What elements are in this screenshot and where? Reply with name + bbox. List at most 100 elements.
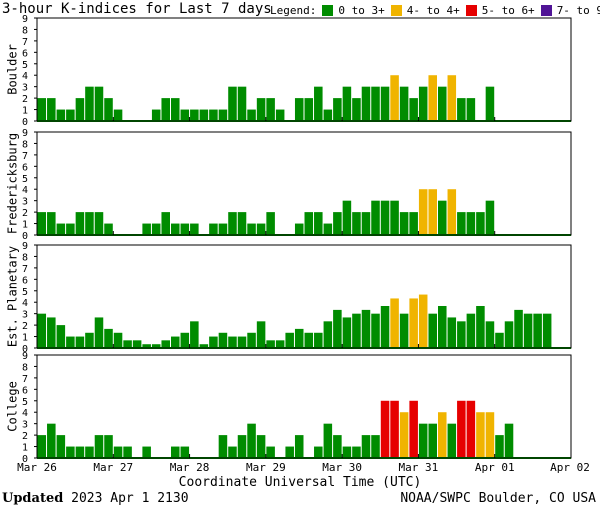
k-index-bar <box>438 86 447 121</box>
k-index-bar <box>390 75 399 121</box>
panel-frame <box>36 17 572 122</box>
k-index-bar <box>37 212 47 235</box>
k-index-bar <box>237 212 247 235</box>
legend-item-label: 4- to 4+ <box>406 4 460 17</box>
k-index-bar <box>428 423 437 458</box>
k-index-bar <box>380 305 390 348</box>
k-index-bar <box>66 223 75 235</box>
k-index-bar <box>523 313 533 348</box>
y-tick-label: 9 <box>22 351 28 362</box>
x-tick-label: Mar 29 <box>246 461 286 474</box>
k-index-bar <box>113 446 123 458</box>
k-index-bar <box>104 98 113 121</box>
k-index-bar <box>247 223 256 235</box>
k-index-bar <box>85 212 94 235</box>
panel-ylabel: Est. Planetary <box>6 246 20 347</box>
k-index-bar <box>361 435 371 458</box>
legend-item-green: 0 to 3+ <box>322 4 385 17</box>
k-index-bar <box>495 332 504 348</box>
k-index-bar <box>399 313 409 348</box>
k-index-bar <box>47 98 56 121</box>
legend-item-red: 5- to 6+ <box>465 4 535 17</box>
k-index-bar <box>285 332 294 348</box>
k-index-bar <box>485 412 495 458</box>
k-index-bar <box>447 423 457 458</box>
k-index-bar <box>352 98 361 121</box>
y-tick-label: 8 <box>22 252 28 263</box>
k-index-bar <box>533 313 542 348</box>
k-index-bar <box>94 435 104 458</box>
k-index-bar <box>161 340 170 348</box>
k-index-bar <box>428 75 437 121</box>
k-index-bar <box>447 75 457 121</box>
k-index-bar <box>132 340 142 348</box>
k-index-bar <box>218 435 228 458</box>
k-index-bar <box>94 212 104 235</box>
k-index-bar <box>504 423 514 458</box>
k-index-bar <box>323 223 333 235</box>
k-index-bar <box>409 400 418 458</box>
k-index-bar <box>190 109 199 121</box>
k-index-bar <box>371 435 380 458</box>
k-index-bar <box>314 446 323 458</box>
y-tick-label: 4 <box>22 71 28 82</box>
y-tick-label: 2 <box>22 321 28 332</box>
k-index-bar <box>218 332 228 348</box>
y-tick-label: 8 <box>22 139 28 150</box>
y-tick-label: 5 <box>22 287 28 298</box>
k-index-bar <box>342 86 352 121</box>
k-index-bar <box>123 446 132 458</box>
y-tick-label: 1 <box>22 443 28 454</box>
k-index-bar <box>438 305 447 348</box>
k-index-bar <box>171 223 180 235</box>
k-index-bar <box>476 212 485 235</box>
k-index-bar <box>94 86 104 121</box>
k-index-bar <box>75 336 85 348</box>
k-index-bar <box>256 98 266 121</box>
k-index-bar <box>304 98 314 121</box>
k-index-bar <box>151 223 161 235</box>
y-tick-label: 3 <box>22 310 28 321</box>
k-index-bar <box>457 98 466 121</box>
k-index-bar <box>247 109 256 121</box>
k-index-bar <box>275 340 285 348</box>
y-tick-label: 1 <box>22 333 28 344</box>
panel-frame <box>36 131 572 236</box>
k-index-bar <box>409 298 418 348</box>
k-index-bar <box>314 332 323 348</box>
y-tick-label: 2 <box>22 208 28 219</box>
k-index-bar <box>66 336 75 348</box>
k-index-bar <box>209 336 218 348</box>
k-index-bar <box>333 212 342 235</box>
k-index-bar <box>190 321 199 348</box>
y-tick-label: 7 <box>22 264 28 275</box>
k-index-bar <box>504 321 514 348</box>
x-tick-label: Apr 01 <box>475 461 515 474</box>
k-index-bar <box>75 98 85 121</box>
k-index-bar <box>294 98 304 121</box>
k-index-bar <box>323 321 333 348</box>
k-index-bar <box>37 98 47 121</box>
k-index-bar <box>380 400 390 458</box>
y-tick-label: 1 <box>22 106 28 117</box>
k-index-bar <box>485 321 495 348</box>
k-index-bar <box>85 446 94 458</box>
k-index-bar <box>418 423 428 458</box>
legend-swatch-yellow <box>390 5 402 16</box>
y-tick-label: 2 <box>22 431 28 442</box>
k-index-bar <box>352 212 361 235</box>
k-index-bar <box>47 423 56 458</box>
x-tick-label: Mar 26 <box>17 461 57 474</box>
k-index-bar <box>457 400 466 458</box>
k-index-bar <box>66 446 75 458</box>
k-index-bar <box>428 189 437 235</box>
k-index-bar <box>37 435 47 458</box>
y-tick-label: 8 <box>22 25 28 36</box>
y-tick-label: 6 <box>22 162 28 173</box>
y-tick-label: 5 <box>22 174 28 185</box>
x-tick-label: Mar 28 <box>170 461 210 474</box>
legend-item-label: 5- to 6+ <box>481 4 535 17</box>
k-index-bar <box>228 86 237 121</box>
y-tick-label: 9 <box>22 241 28 252</box>
y-tick-label: 2 <box>22 94 28 105</box>
